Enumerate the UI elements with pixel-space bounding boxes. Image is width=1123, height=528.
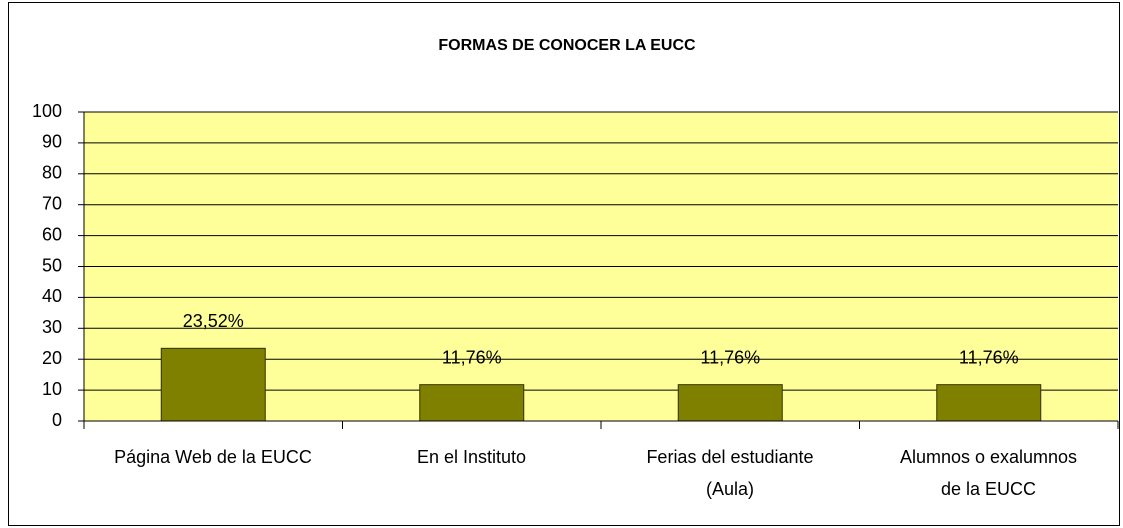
bar bbox=[419, 384, 525, 422]
y-tick-label: 30 bbox=[42, 317, 62, 337]
y-tick-label: 60 bbox=[42, 224, 62, 244]
x-tick-label: Alumnos o exalumnos de la EUCC bbox=[899, 447, 1078, 499]
y-tick-label: 90 bbox=[42, 132, 62, 152]
x-tick-label: Página Web de la EUCC bbox=[114, 447, 312, 467]
y-tick-label: 0 bbox=[52, 410, 62, 430]
y-tick-label: 100 bbox=[32, 101, 62, 121]
data-label: 11,76% bbox=[700, 347, 760, 367]
y-tick-label: 70 bbox=[42, 193, 62, 213]
bar bbox=[677, 384, 783, 422]
x-tick-label: En el Instituto bbox=[416, 447, 527, 467]
bar bbox=[936, 384, 1042, 422]
chart-title: FORMAS DE CONOCER LA EUCC bbox=[438, 37, 696, 54]
bar bbox=[160, 347, 266, 422]
data-label: 11,76% bbox=[959, 347, 1019, 367]
y-tick-label: 50 bbox=[42, 255, 62, 275]
x-tick-label: Ferias del estudiante (Aula) bbox=[646, 447, 814, 499]
y-tick-label: 40 bbox=[42, 286, 62, 306]
y-tick-label: 10 bbox=[42, 379, 62, 399]
y-tick-label: 20 bbox=[42, 348, 62, 368]
y-tick-label: 80 bbox=[42, 163, 62, 183]
data-label: 11,76% bbox=[442, 347, 502, 367]
data-label: 23,52% bbox=[183, 311, 244, 331]
